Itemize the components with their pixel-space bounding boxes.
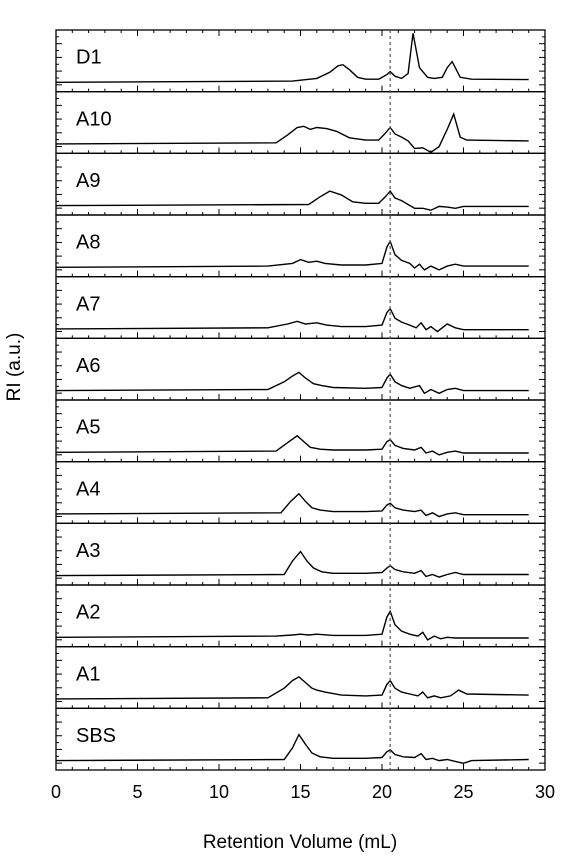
x-tick-label: 30 (535, 782, 555, 802)
x-tick-label: 25 (453, 782, 473, 802)
panel-label-a1: A1 (76, 663, 100, 685)
x-tick-label: 10 (209, 782, 229, 802)
panel-sbs: SBS (55, 707, 546, 771)
x-axis: 0 5 10 15 20 25 30 (51, 782, 555, 802)
panel-label-a7: A7 (76, 293, 100, 315)
panel-a9: A9 (55, 152, 546, 216)
panel-d1: D1 (55, 29, 546, 93)
panel-label-d1: D1 (76, 47, 102, 69)
panel-a1: A1 (55, 646, 546, 709)
series-line-a6 (56, 371, 529, 395)
series-line-a5 (56, 434, 529, 456)
series-line-a2 (56, 609, 529, 641)
panel-a10: A10 (55, 91, 546, 154)
series-line-a10 (56, 111, 529, 154)
panel-a8: A8 (55, 214, 546, 278)
panel-label-a5: A5 (76, 417, 100, 439)
x-tick-label: 0 (51, 782, 61, 802)
panel-a7: A7 (55, 276, 546, 339)
panel-a4: A4 (55, 461, 546, 524)
series-line-a9 (56, 189, 529, 211)
panel-label-a6: A6 (76, 355, 100, 377)
panel-label-a3: A3 (76, 540, 100, 562)
panels: D1 A10 A9 A8 A7 A6 A5 A4 A3 A2 A1 SBS (55, 29, 546, 771)
panel-label-sbs: SBS (76, 725, 116, 747)
panel-label-a9: A9 (76, 170, 100, 192)
series-line-d1 (56, 33, 529, 83)
panel-a3: A3 (55, 522, 546, 586)
panel-a5: A5 (55, 399, 546, 463)
panel-label-a4: A4 (76, 478, 100, 500)
panel-a6: A6 (55, 337, 546, 401)
y-axis-label: RI (a.u.) (4, 333, 25, 402)
series-line-a4 (56, 492, 529, 518)
x-tick-label: 15 (290, 782, 310, 802)
panel-label-a10: A10 (76, 108, 112, 130)
x-tick-label: 20 (372, 782, 392, 802)
series-line-a7 (56, 307, 529, 333)
x-axis-label: Retention Volume (mL) (203, 832, 397, 853)
series-line-a1 (56, 675, 529, 700)
series-line-sbs (56, 733, 529, 765)
x-tick-label: 5 (132, 782, 142, 802)
series-line-a8 (56, 239, 529, 271)
series-line-a3 (56, 550, 529, 578)
panel-label-a2: A2 (76, 602, 100, 624)
panel-a2: A2 (55, 584, 546, 648)
panel-label-a8: A8 (76, 232, 100, 254)
